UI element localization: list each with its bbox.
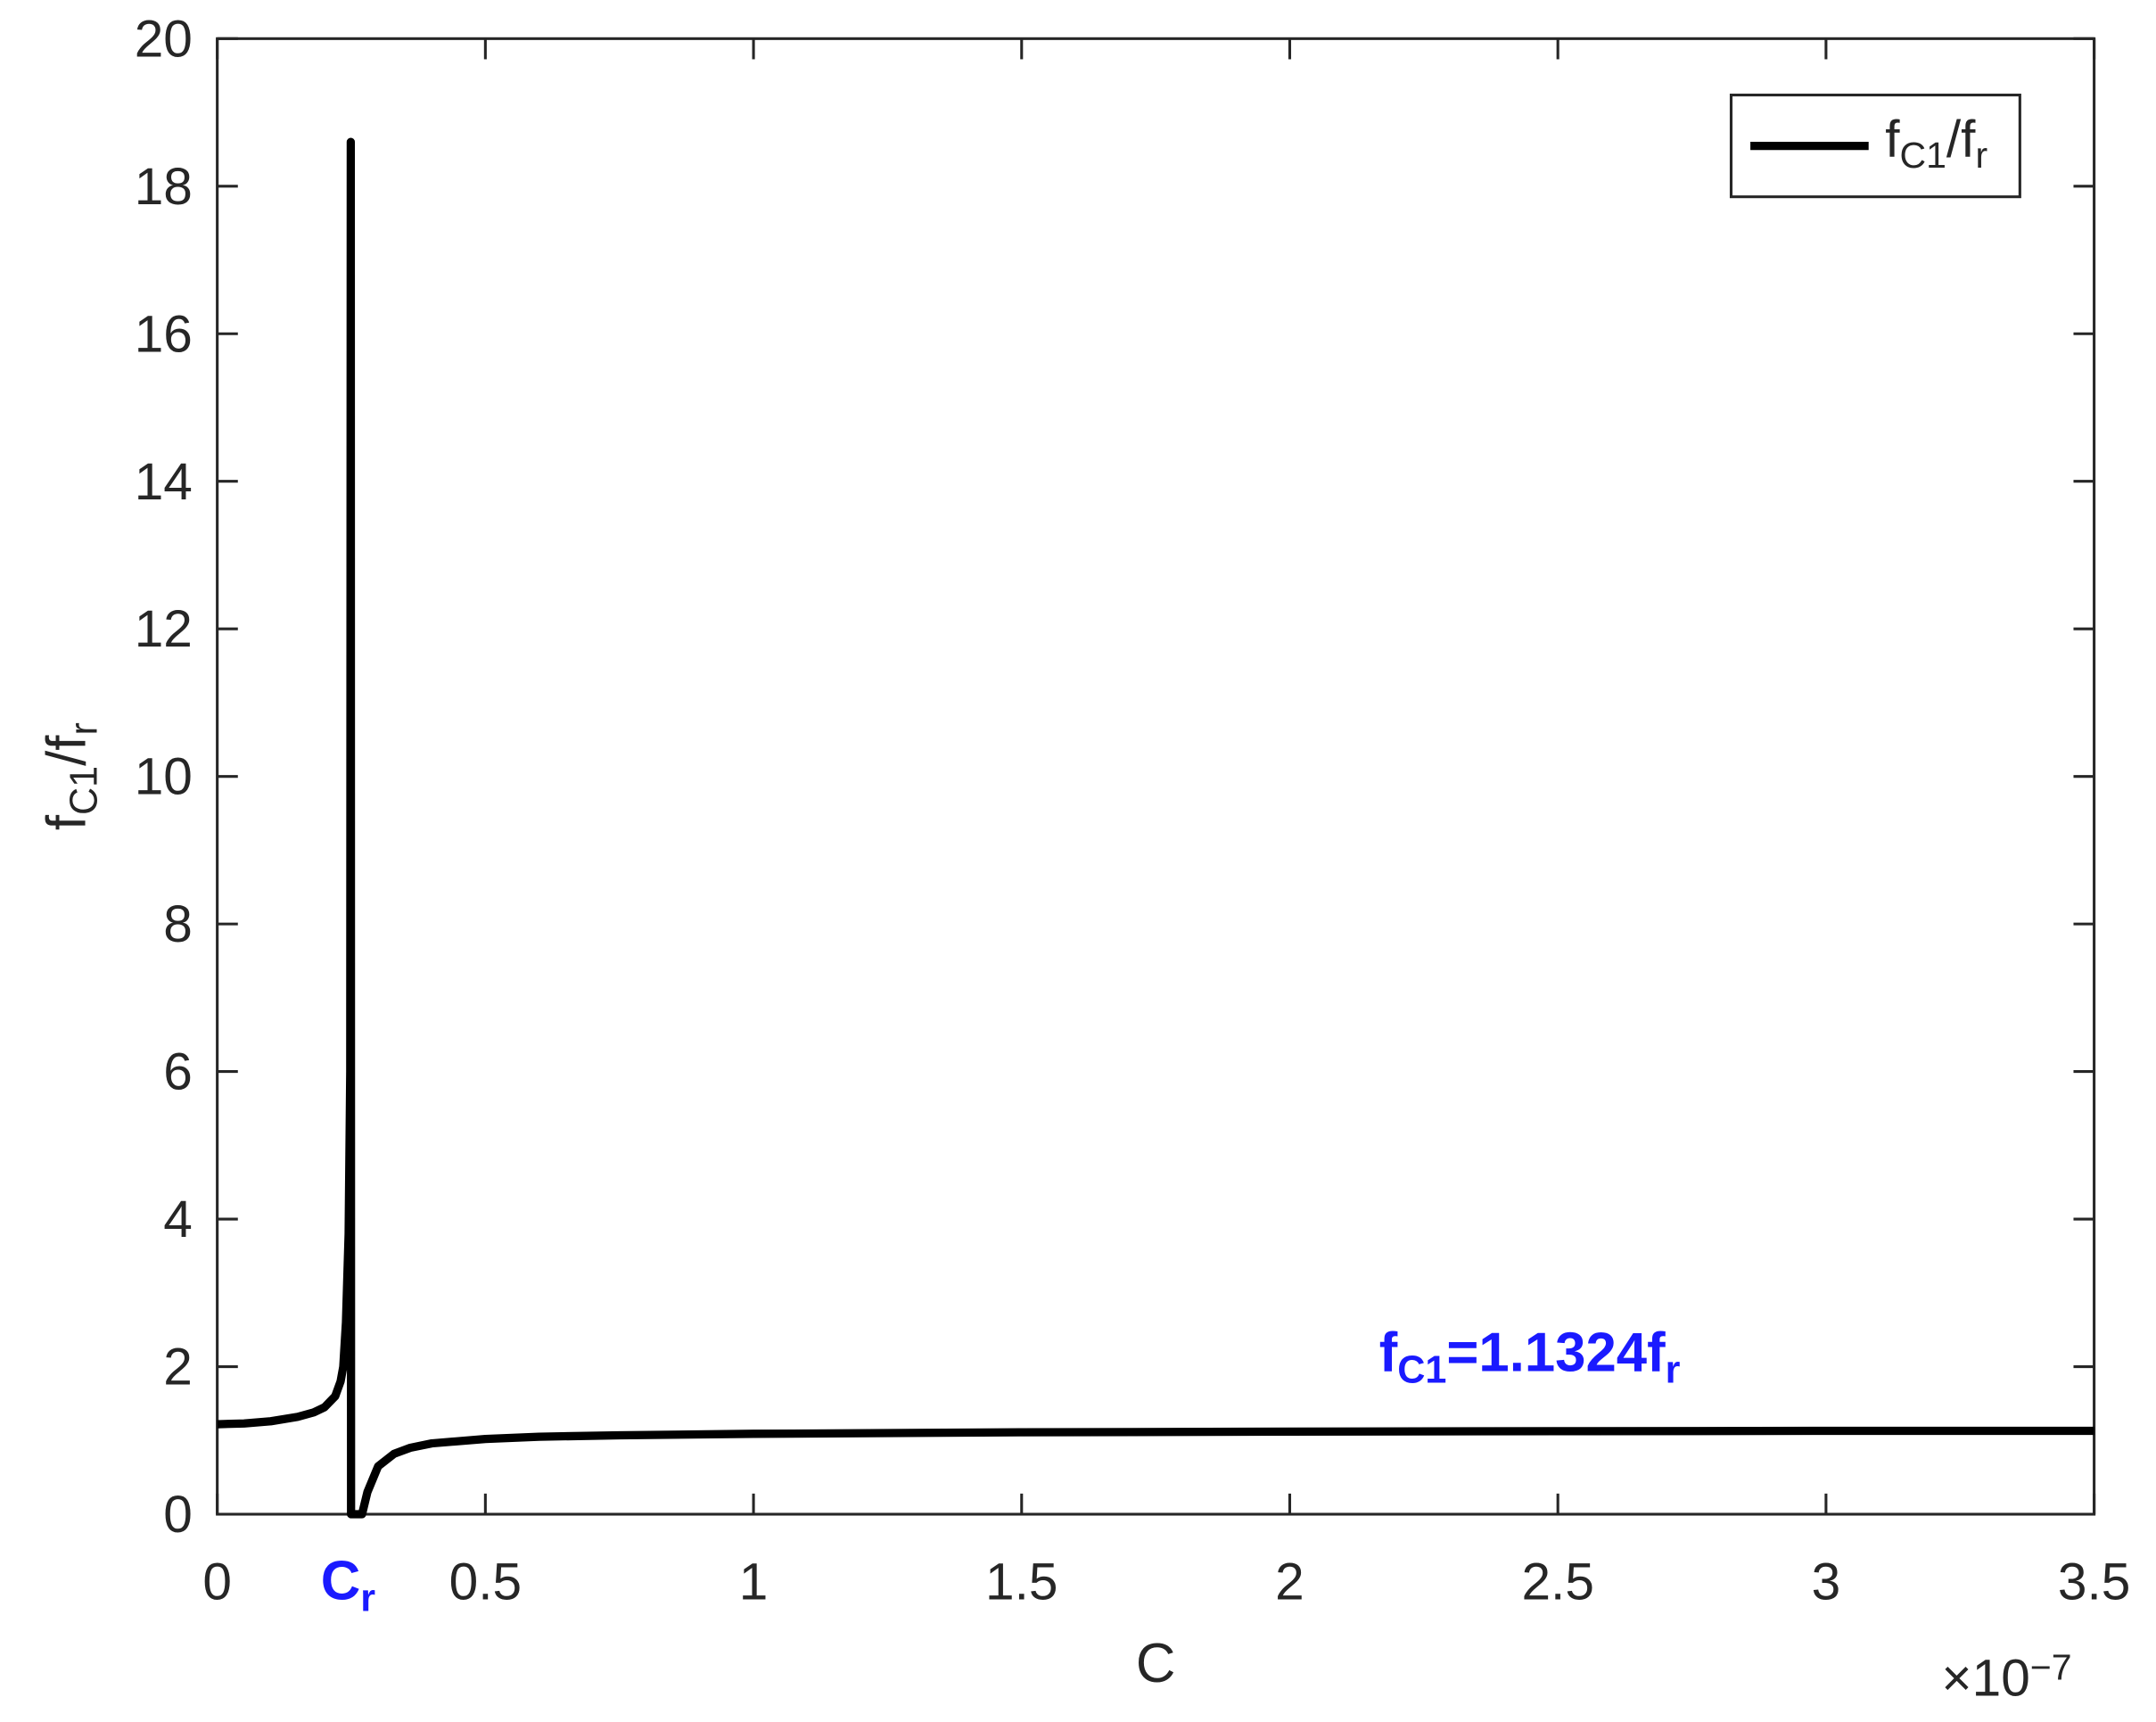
x-multiplier-part: ×10: [1941, 1650, 2029, 1708]
y-tick-label: 2: [163, 1339, 193, 1397]
y-tick-label: 8: [163, 895, 193, 953]
x-tick-label: 0.5: [449, 1553, 522, 1611]
legend-label-part: f: [1885, 111, 1900, 169]
annotation-cr-part: C: [321, 1551, 361, 1612]
data-line: [217, 137, 2094, 1519]
y-tick-label: 6: [163, 1043, 193, 1101]
annotation-cr: Cr: [321, 1551, 376, 1620]
y-axis-label-part: r: [63, 722, 106, 735]
y-axis-label-part: f: [37, 814, 98, 830]
annotation-fc1-part: C1: [1397, 1349, 1446, 1392]
y-tick-label: 16: [135, 305, 193, 363]
x-tick-label: 0: [202, 1553, 232, 1611]
y-tick-label: 12: [135, 600, 193, 658]
y-tick-label: 4: [163, 1191, 193, 1248]
x-tick-label: 3: [1812, 1553, 1841, 1611]
y-tick-label: 14: [135, 453, 193, 511]
annotation-fc1-part: f: [1379, 1322, 1398, 1384]
y-tick-label: 18: [135, 158, 193, 216]
y-axis-label: fC1/fr: [37, 722, 106, 830]
y-tick-label: 10: [135, 748, 193, 806]
legend-label-part: r: [1975, 135, 1987, 176]
legend-label-part: C1: [1899, 135, 1946, 176]
annotation-fc1-part: =1.1324f: [1446, 1322, 1666, 1384]
annotation-fc1-part: r: [1666, 1349, 1681, 1392]
x-tick-label: 2.5: [1521, 1553, 1593, 1611]
x-multiplier-part: −7: [2030, 1646, 2072, 1687]
x-tick-label: 1: [739, 1553, 769, 1611]
legend-label: fC1/fr: [1885, 111, 1987, 176]
x-tick-label: 1.5: [985, 1553, 1057, 1611]
y-axis-label-part: /f: [37, 735, 98, 766]
legend-label-part: /f: [1946, 111, 1976, 169]
annotation-cr-part: r: [360, 1577, 375, 1619]
y-axis-label-part: C1: [63, 766, 106, 815]
y-tick-label: 20: [135, 10, 193, 68]
x-axis-label: C: [1136, 1633, 1176, 1694]
x-multiplier: ×10−7: [1941, 1646, 2071, 1707]
plot-frame: [216, 37, 2096, 1516]
annotation-fc1: fC1=1.1324fr: [1379, 1322, 1681, 1392]
y-tick-label: 0: [163, 1486, 193, 1544]
x-tick-label: 2: [1275, 1553, 1304, 1611]
x-tick-label: 3.5: [2058, 1553, 2130, 1611]
